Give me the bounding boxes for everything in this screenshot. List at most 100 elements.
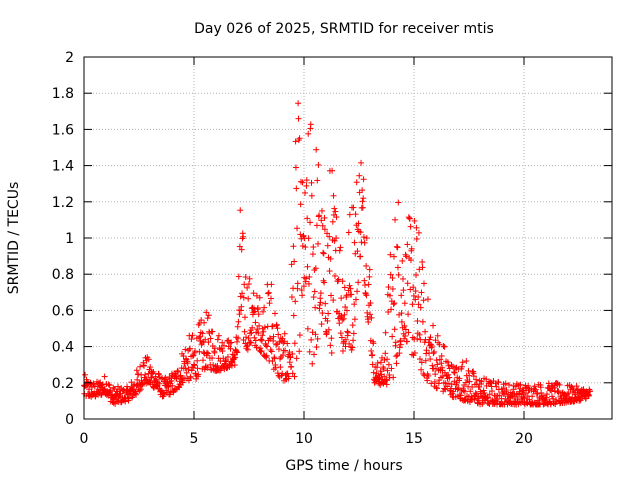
data-point [311, 288, 318, 295]
data-point [441, 343, 448, 350]
data-point [141, 362, 148, 369]
data-point [203, 349, 210, 356]
data-point [355, 279, 362, 286]
data-point [349, 344, 356, 351]
data-point [434, 385, 441, 392]
data-point [393, 243, 400, 250]
data-point [304, 263, 311, 270]
data-point [431, 378, 438, 385]
data-point [333, 235, 340, 242]
data-point [205, 339, 212, 346]
data-point [339, 278, 346, 285]
data-point [299, 292, 306, 299]
data-point [349, 322, 356, 329]
y-tick-label: 2 [65, 50, 74, 66]
data-point [182, 365, 189, 372]
data-point [412, 296, 419, 303]
data-point [325, 310, 332, 317]
data-point [110, 384, 117, 391]
data-point [423, 347, 430, 354]
data-point [475, 397, 482, 404]
data-point [317, 290, 324, 297]
data-point [199, 330, 206, 337]
data-point [205, 312, 212, 319]
data-point [431, 348, 438, 355]
data-point [532, 386, 539, 393]
data-point [397, 341, 404, 348]
data-point [331, 237, 338, 244]
data-point [451, 369, 458, 376]
data-point [249, 324, 256, 331]
data-point [248, 339, 255, 346]
data-point [409, 301, 416, 308]
data-point [232, 354, 239, 361]
data-point [416, 331, 423, 338]
data-point [478, 378, 485, 385]
data-point [342, 343, 349, 350]
data-point [264, 343, 271, 350]
data-point [294, 225, 301, 232]
data-point [308, 179, 315, 186]
data-point [495, 379, 502, 386]
data-point [537, 384, 544, 391]
data-point [288, 261, 295, 268]
data-point [342, 336, 349, 343]
data-point [239, 290, 246, 297]
data-point [199, 357, 206, 364]
data-point [400, 287, 407, 294]
data-point [382, 350, 389, 357]
data-point [481, 389, 488, 396]
data-point [411, 217, 418, 224]
data-point [486, 391, 493, 398]
data-point [318, 207, 325, 214]
data-point [330, 192, 337, 199]
data-point [324, 242, 331, 249]
data-point [422, 328, 429, 335]
data-point [432, 365, 439, 372]
data-point [351, 316, 358, 323]
data-point [293, 185, 300, 192]
data-point [241, 314, 248, 321]
data-point [398, 318, 405, 325]
data-point [394, 264, 401, 271]
data-point [308, 192, 315, 199]
data-point [150, 368, 157, 375]
data-point [290, 312, 297, 319]
data-point [421, 372, 428, 379]
data-point [250, 290, 257, 297]
data-point [321, 214, 328, 221]
data-point [253, 344, 260, 351]
data-point [273, 341, 280, 348]
data-point [336, 320, 343, 327]
data-point [165, 384, 172, 391]
data-point [182, 346, 189, 353]
x-tick-label: 0 [80, 431, 89, 447]
data-point [350, 330, 357, 337]
data-point [470, 373, 477, 380]
data-point [414, 318, 421, 325]
data-point [289, 370, 296, 377]
data-point [459, 359, 466, 366]
data-point [360, 195, 367, 202]
data-point [203, 309, 210, 316]
data-point [198, 340, 205, 347]
data-point [196, 334, 203, 341]
data-point [389, 333, 396, 340]
data-point [439, 373, 446, 380]
data-point [359, 187, 366, 194]
data-point [368, 314, 375, 321]
data-point [326, 233, 333, 240]
data-point [261, 324, 268, 331]
data-point [223, 357, 230, 364]
y-tick-label: 0.4 [52, 340, 74, 356]
data-point [256, 294, 263, 301]
y-tick-label: 1.4 [52, 159, 74, 175]
data-point [321, 226, 328, 233]
data-point [312, 265, 319, 272]
data-point [333, 214, 340, 221]
data-point [392, 216, 399, 223]
data-point [266, 300, 273, 307]
data-point [105, 381, 112, 388]
data-point [250, 305, 257, 312]
data-point [322, 300, 329, 307]
